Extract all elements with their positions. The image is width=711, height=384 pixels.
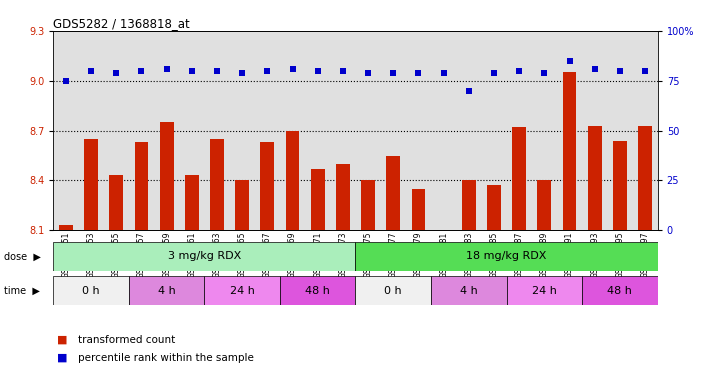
Bar [386, 156, 400, 230]
Text: transformed count: transformed count [78, 335, 176, 345]
Text: time  ▶: time ▶ [4, 286, 39, 296]
Bar [462, 180, 476, 230]
Text: dose  ▶: dose ▶ [4, 251, 41, 262]
Bar [506, 276, 582, 305]
Bar [512, 127, 526, 230]
Text: 24 h: 24 h [532, 286, 557, 296]
Bar [260, 142, 274, 230]
Text: 0 h: 0 h [82, 286, 100, 296]
Bar [538, 180, 551, 230]
Bar [160, 122, 173, 230]
Bar [59, 225, 73, 230]
Bar [205, 276, 280, 305]
Bar [431, 276, 506, 305]
Bar [356, 242, 658, 271]
Bar [84, 139, 98, 230]
Bar [53, 242, 356, 271]
Bar [487, 185, 501, 230]
Text: 4 h: 4 h [158, 286, 176, 296]
Bar [336, 164, 350, 230]
Text: 48 h: 48 h [305, 286, 330, 296]
Text: 3 mg/kg RDX: 3 mg/kg RDX [168, 251, 241, 262]
Text: 0 h: 0 h [385, 286, 402, 296]
Text: percentile rank within the sample: percentile rank within the sample [78, 353, 254, 363]
Text: 18 mg/kg RDX: 18 mg/kg RDX [466, 251, 547, 262]
Bar [582, 276, 658, 305]
Text: ■: ■ [57, 335, 68, 345]
Bar [412, 189, 425, 230]
Bar [588, 126, 602, 230]
Bar [134, 142, 149, 230]
Bar [638, 126, 652, 230]
Text: 48 h: 48 h [607, 286, 632, 296]
Bar [356, 276, 431, 305]
Bar [109, 175, 123, 230]
Text: GDS5282 / 1368818_at: GDS5282 / 1368818_at [53, 17, 190, 30]
Bar [613, 141, 627, 230]
Bar [280, 276, 356, 305]
Text: 4 h: 4 h [460, 286, 478, 296]
Bar [210, 139, 224, 230]
Text: ■: ■ [57, 353, 68, 363]
Bar [185, 175, 199, 230]
Bar [53, 276, 129, 305]
Bar [286, 131, 299, 230]
Bar [562, 72, 577, 230]
Bar [129, 276, 205, 305]
Text: 24 h: 24 h [230, 286, 255, 296]
Bar [311, 169, 325, 230]
Bar [361, 180, 375, 230]
Bar [235, 180, 249, 230]
